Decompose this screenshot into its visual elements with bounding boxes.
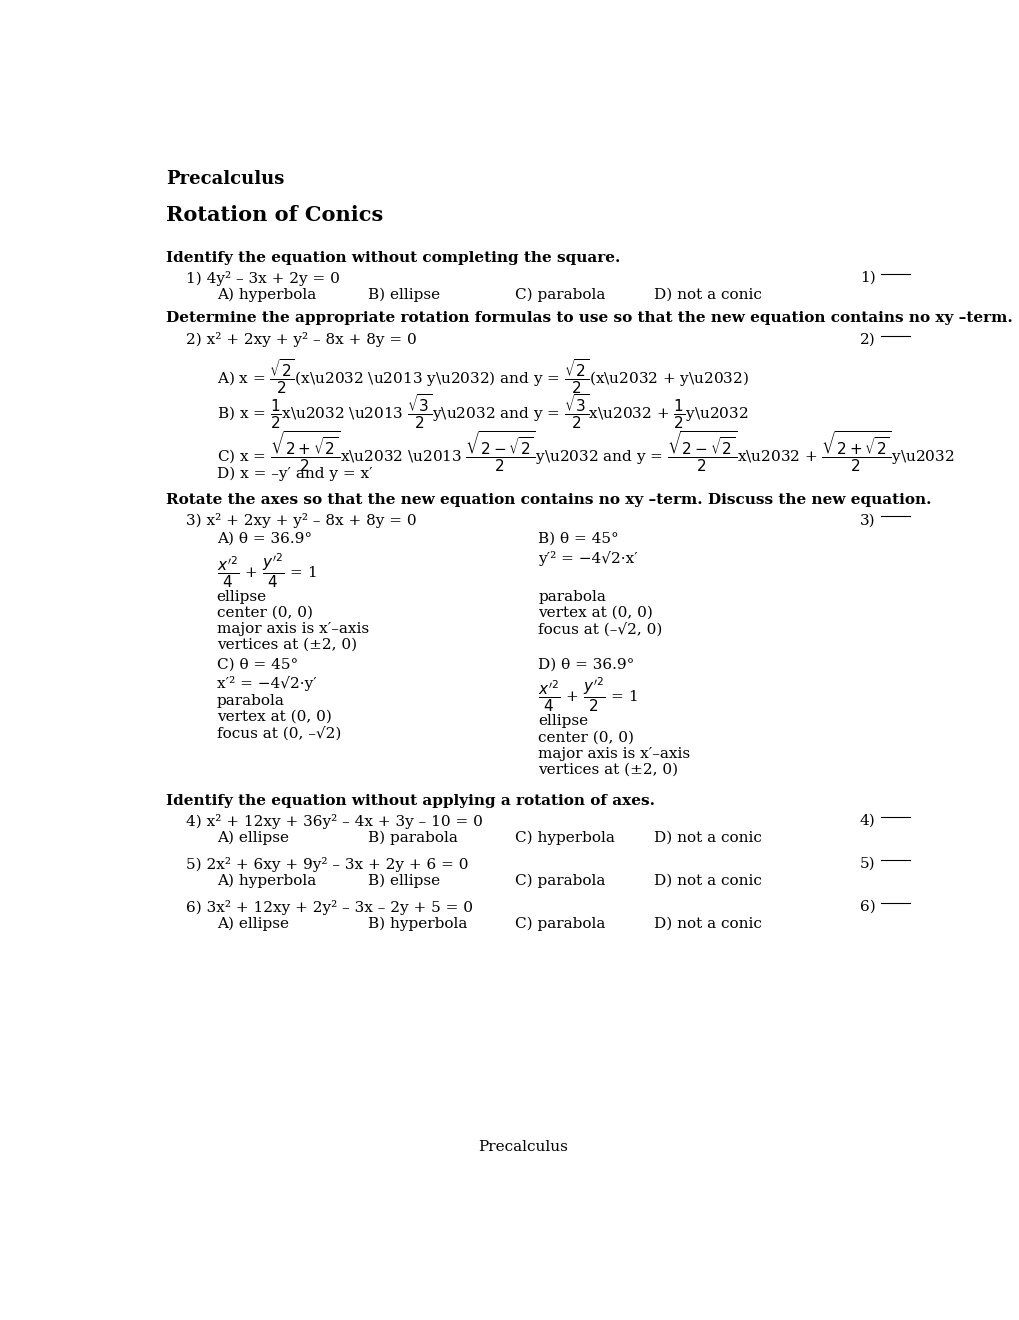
Text: Determine the appropriate rotation formulas to use so that the new equation cont: Determine the appropriate rotation formu… — [166, 312, 1012, 325]
Text: 3) x² + 2xy + y² – 8x + 8y = 0: 3) x² + 2xy + y² – 8x + 8y = 0 — [185, 513, 416, 528]
Text: C) hyperbola: C) hyperbola — [515, 830, 614, 845]
Text: 4) x² + 12xy + 36y² – 4x + 3y – 10 = 0: 4) x² + 12xy + 36y² – 4x + 3y – 10 = 0 — [185, 813, 482, 829]
Text: 4): 4) — [859, 813, 874, 828]
Text: parabola: parabola — [538, 590, 605, 603]
Text: y′² = −4√2·x′: y′² = −4√2·x′ — [538, 552, 637, 566]
Text: Rotation of Conics: Rotation of Conics — [166, 205, 383, 224]
Text: A) hyperbola: A) hyperbola — [216, 874, 316, 888]
Text: 5) 2x² + 6xy + 9y² – 3x + 2y + 6 = 0: 5) 2x² + 6xy + 9y² – 3x + 2y + 6 = 0 — [185, 857, 468, 871]
Text: major axis is x′–axis: major axis is x′–axis — [538, 747, 690, 760]
Text: $\dfrac{x'^{2}}{4}$ + $\dfrac{y'^{2}}{2}$ = 1: $\dfrac{x'^{2}}{4}$ + $\dfrac{y'^{2}}{2}… — [538, 676, 638, 714]
Text: 6) 3x² + 12xy + 2y² – 3x – 2y + 5 = 0: 6) 3x² + 12xy + 2y² – 3x – 2y + 5 = 0 — [185, 900, 472, 915]
Text: A) x = $\dfrac{\sqrt{2}}{2}$(x\u2032 \u2013 y\u2032) and y = $\dfrac{\sqrt{2}}{2: A) x = $\dfrac{\sqrt{2}}{2}$(x\u2032 \u2… — [216, 358, 748, 396]
Text: B) ellipse: B) ellipse — [368, 874, 439, 888]
Text: A) hyperbola: A) hyperbola — [216, 288, 316, 302]
Text: Precalculus: Precalculus — [477, 1140, 568, 1154]
Text: B) parabola: B) parabola — [368, 830, 458, 845]
Text: D) not a conic: D) not a conic — [654, 288, 761, 302]
Text: ellipse: ellipse — [538, 714, 588, 729]
Text: D) x = –y′ and y = x′: D) x = –y′ and y = x′ — [216, 466, 372, 480]
Text: B) x = $\dfrac{1}{2}$x\u2032 \u2013 $\dfrac{\sqrt{3}}{2}$y\u2032 and y = $\dfrac: B) x = $\dfrac{1}{2}$x\u2032 \u2013 $\df… — [216, 392, 747, 432]
Text: Identify the equation without applying a rotation of axes.: Identify the equation without applying a… — [166, 793, 654, 808]
Text: 2): 2) — [859, 333, 874, 346]
Text: B) ellipse: B) ellipse — [368, 288, 439, 302]
Text: Precalculus: Precalculus — [166, 170, 284, 187]
Text: ellipse: ellipse — [216, 590, 267, 603]
Text: major axis is x′–axis: major axis is x′–axis — [216, 622, 369, 636]
Text: 1): 1) — [859, 271, 874, 285]
Text: vertices at (±2, 0): vertices at (±2, 0) — [538, 763, 678, 777]
Text: 1) 4y² – 3x + 2y = 0: 1) 4y² – 3x + 2y = 0 — [185, 271, 339, 286]
Text: x′² = −4√2·y′: x′² = −4√2·y′ — [216, 676, 316, 690]
Text: 2) x² + 2xy + y² – 8x + 8y = 0: 2) x² + 2xy + y² – 8x + 8y = 0 — [185, 333, 416, 347]
Text: D) not a conic: D) not a conic — [654, 874, 761, 888]
Text: parabola: parabola — [216, 693, 284, 708]
Text: D) not a conic: D) not a conic — [654, 830, 761, 845]
Text: C) parabola: C) parabola — [515, 288, 605, 302]
Text: A) ellipse: A) ellipse — [216, 917, 288, 931]
Text: C) x = $\dfrac{\sqrt{2+\sqrt{2}}}{2}$x\u2032 \u2013 $\dfrac{\sqrt{2-\sqrt{2}}}{2: C) x = $\dfrac{\sqrt{2+\sqrt{2}}}{2}$x\u… — [216, 429, 953, 474]
Text: vertices at (±2, 0): vertices at (±2, 0) — [216, 638, 357, 652]
Text: 5): 5) — [859, 857, 874, 871]
Text: focus at (0, –√2): focus at (0, –√2) — [216, 726, 340, 741]
Text: focus at (–√2, 0): focus at (–√2, 0) — [538, 622, 662, 636]
Text: B) θ = 45°: B) θ = 45° — [538, 532, 619, 546]
Text: C) parabola: C) parabola — [515, 917, 605, 931]
Text: D) not a conic: D) not a conic — [654, 917, 761, 931]
Text: C) parabola: C) parabola — [515, 874, 605, 888]
Text: D) θ = 36.9°: D) θ = 36.9° — [538, 657, 634, 672]
Text: center (0, 0): center (0, 0) — [538, 730, 634, 744]
Text: C) θ = 45°: C) θ = 45° — [216, 657, 298, 672]
Text: 3): 3) — [859, 513, 874, 528]
Text: Rotate the axes so that the new equation contains no xy –term. Discuss the new e: Rotate the axes so that the new equation… — [166, 494, 930, 507]
Text: $\dfrac{x'^{2}}{4}$ + $\dfrac{y'^{2}}{4}$ = 1: $\dfrac{x'^{2}}{4}$ + $\dfrac{y'^{2}}{4}… — [216, 552, 316, 590]
Text: 6): 6) — [859, 900, 874, 913]
Text: vertex at (0, 0): vertex at (0, 0) — [216, 710, 331, 723]
Text: A) ellipse: A) ellipse — [216, 830, 288, 845]
Text: vertex at (0, 0): vertex at (0, 0) — [538, 606, 652, 620]
Text: center (0, 0): center (0, 0) — [216, 606, 312, 620]
Text: B) hyperbola: B) hyperbola — [368, 917, 467, 931]
Text: A) θ = 36.9°: A) θ = 36.9° — [216, 532, 312, 546]
Text: Identify the equation without completing the square.: Identify the equation without completing… — [166, 251, 620, 265]
